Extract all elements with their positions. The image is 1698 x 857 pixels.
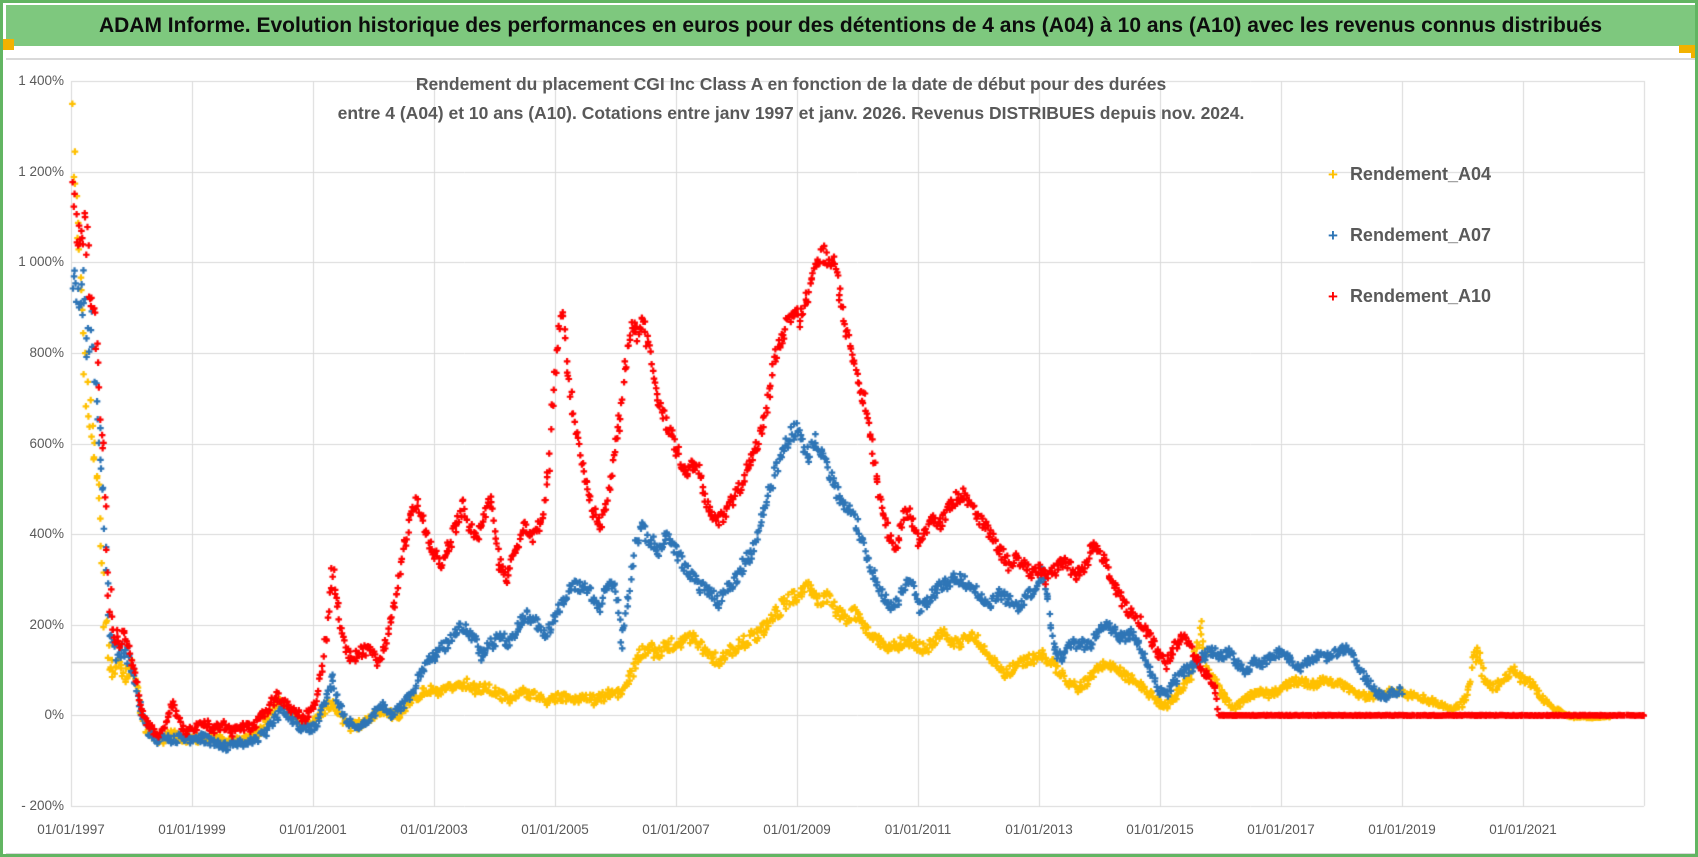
x-tick-label: 01/01/2021 <box>1489 822 1557 837</box>
x-tick-label: 01/01/1997 <box>37 822 105 837</box>
plus-marker-icon: + <box>1328 287 1338 306</box>
x-tick-label: 01/01/2011 <box>884 822 952 837</box>
selection-handle-right-icon <box>1679 45 1695 53</box>
legend-label: Rendement_A07 <box>1349 225 1491 245</box>
x-tick-label: 01/01/2013 <box>1005 822 1073 837</box>
legend-item-rendement-a10[interactable]: + Rendement_A10 <box>1328 286 1491 307</box>
y-tick-label: 1 400% <box>18 73 64 88</box>
plus-marker-icon: + <box>1328 226 1338 245</box>
legend-label: Rendement_A10 <box>1349 286 1491 306</box>
y-tick-label: 1 200% <box>18 163 64 179</box>
x-tick-label: 01/01/2017 <box>1247 822 1315 837</box>
y-tick-label: 200% <box>29 616 64 632</box>
y-tick-label: 0% <box>44 707 64 723</box>
x-tick-label: 01/01/2007 <box>642 822 710 837</box>
chart-area: Rendement du placement CGI Inc Class A e… <box>6 58 1695 854</box>
legend-item-rendement-a07[interactable]: + Rendement_A07 <box>1328 225 1491 246</box>
selection-handle-left-icon <box>3 39 14 50</box>
x-tick-label: 01/01/2001 <box>279 822 347 837</box>
x-tick-label: 01/01/2005 <box>521 822 589 837</box>
chart-plot-canvas <box>6 60 1695 851</box>
x-tick-label: 01/01/2009 <box>763 822 831 837</box>
legend-label: Rendement_A04 <box>1349 164 1491 184</box>
chart-title-line1: Rendement du placement CGI Inc Class A e… <box>415 74 1167 94</box>
y-tick-label: 400% <box>29 526 64 542</box>
banner-title: ADAM Informe. Evolution historique des p… <box>98 13 1603 37</box>
chart-title: Rendement du placement CGI Inc Class A e… <box>46 70 1536 128</box>
y-tick-label: - 200% <box>21 798 64 813</box>
y-tick-label: 800% <box>29 344 64 360</box>
legend-item-rendement-a04[interactable]: + Rendement_A04 <box>1328 164 1491 185</box>
x-tick-label: 01/01/2019 <box>1368 822 1436 837</box>
x-tick-label: 01/01/2015 <box>1126 822 1194 837</box>
x-tick-label: 01/01/1999 <box>158 822 226 837</box>
y-tick-label: 600% <box>29 435 64 451</box>
plus-marker-icon: + <box>1328 165 1338 184</box>
y-tick-label: 1 000% <box>18 254 64 270</box>
chart-title-line2: entre 4 (A04) et 10 ans (A10). Cotations… <box>337 103 1245 123</box>
header-banner: ADAM Informe. Evolution historique des p… <box>6 5 1695 46</box>
x-tick-label: 01/01/2003 <box>400 822 468 837</box>
